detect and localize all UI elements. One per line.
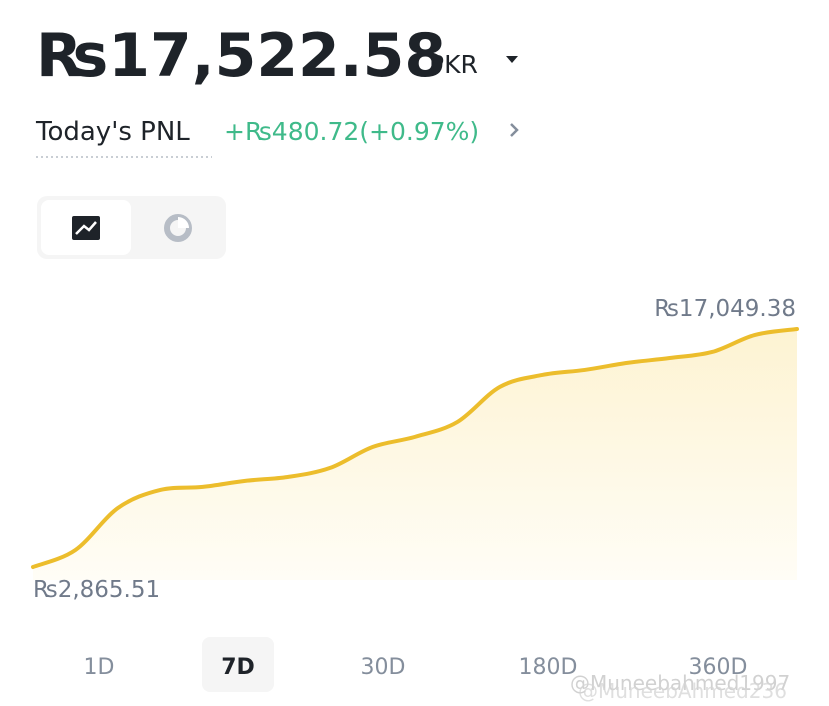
balance: ₨17,522.58 [36, 21, 446, 91]
pnl-label: Today's PNL [35, 117, 190, 147]
tab[interactable]: 360D [689, 655, 748, 680]
min-label: ₨2,865.51 [33, 577, 160, 603]
line-chart-icon-line [75, 221, 97, 235]
pie-chart-button[interactable] [164, 214, 192, 242]
watermark: @MuneebAhmed236 [578, 679, 787, 703]
tab[interactable]: 30D [361, 655, 406, 680]
currency-dropdown-caret[interactable] [506, 56, 518, 63]
tab-selected[interactable]: 7D [221, 655, 255, 680]
pnl-value: +₨480.72(+0.97%) [224, 117, 479, 146]
pie-chart-icon-slice [178, 217, 189, 228]
max-label: ₨17,049.38 [654, 296, 796, 322]
tab[interactable]: 180D [519, 655, 578, 680]
watermark: @Muneebahmed1997 [570, 671, 790, 695]
area [33, 329, 797, 580]
tab[interactable]: 1D [84, 655, 115, 680]
line [31, 327, 799, 569]
pnl-chevron[interactable] [510, 123, 519, 137]
period-tabs: 1D 7D 30D 180D 360D [84, 637, 748, 692]
chart [31, 327, 799, 580]
selected-tab-bg[interactable] [202, 637, 274, 692]
currency[interactable]: PKR [429, 50, 478, 79]
